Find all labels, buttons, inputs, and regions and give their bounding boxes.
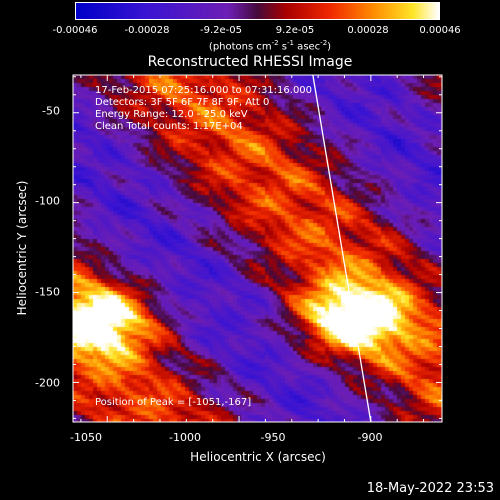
y-tick-label: -150 — [35, 285, 60, 299]
colorbar-tick-label: -9.2e-05 — [200, 25, 242, 36]
colorbar-tick-label: 9.2e-05 — [275, 25, 315, 36]
y-axis-label: Heliocentric Y (arcsec) — [15, 180, 29, 316]
colorbar-tick-label: 0.00028 — [347, 25, 389, 36]
x-tick-label: -900 — [357, 431, 383, 444]
annotation-peak-position: Position of Peak = [-1051,-167] — [95, 397, 252, 408]
colorbar-tick-label: -0.00028 — [124, 25, 170, 36]
y-tick-label: -100 — [35, 194, 60, 208]
colorbar-tick-label: 0.00046 — [419, 25, 461, 36]
solar-limb-line — [312, 74, 372, 423]
axis-ticks — [73, 75, 442, 422]
x-tick-label: -950 — [260, 431, 286, 444]
timestamp: 18-May-2022 23:53 — [366, 481, 494, 496]
plot-frame — [72, 74, 443, 423]
annotation-time-range: 17-Feb-2015 07:25:16.000 to 07:31:16.000 — [95, 85, 313, 96]
colorbar-unit-label: (photons cm-2 s-1 asec-2) — [208, 39, 332, 53]
y-tick-label: -50 — [42, 104, 60, 118]
annotation-energy-range: Energy Range: 12.0 - 25.0 keV — [95, 109, 248, 120]
chart-title: Reconstructed RHESSI Image — [147, 54, 353, 70]
annotation-clean-counts: Clean Total counts: 1.17E+04 — [95, 121, 243, 132]
x-tick-label: -1000 — [169, 431, 201, 444]
colorbar-tick-label: -0.00046 — [52, 25, 98, 36]
colorbar — [75, 2, 440, 20]
x-axis-label: Heliocentric X (arcsec) — [190, 450, 326, 464]
y-tick-label: -200 — [35, 376, 60, 390]
rhessi-image-heatmap — [73, 75, 442, 422]
annotation-detectors: Detectors: 3F 5F 6F 7F 8F 9F, Att 0 — [95, 97, 270, 108]
x-tick-label: -1050 — [70, 431, 102, 444]
